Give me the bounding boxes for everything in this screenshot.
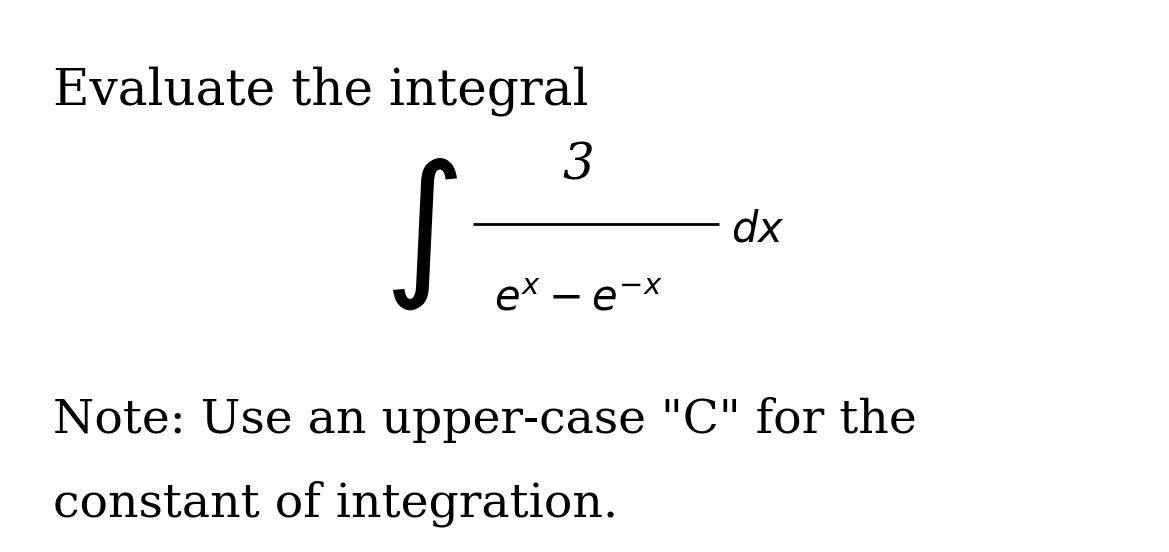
- Text: Note: Use an upper-case "C" for the: Note: Use an upper-case "C" for the: [53, 397, 916, 443]
- Text: Evaluate the integral: Evaluate the integral: [53, 66, 588, 116]
- Text: $\int$: $\int$: [383, 157, 458, 312]
- Text: constant of integration.: constant of integration.: [53, 480, 617, 527]
- Text: $e^x - e^{-x}$: $e^x - e^{-x}$: [494, 277, 663, 319]
- Text: 3: 3: [562, 141, 595, 190]
- Text: $dx$: $dx$: [731, 208, 784, 250]
